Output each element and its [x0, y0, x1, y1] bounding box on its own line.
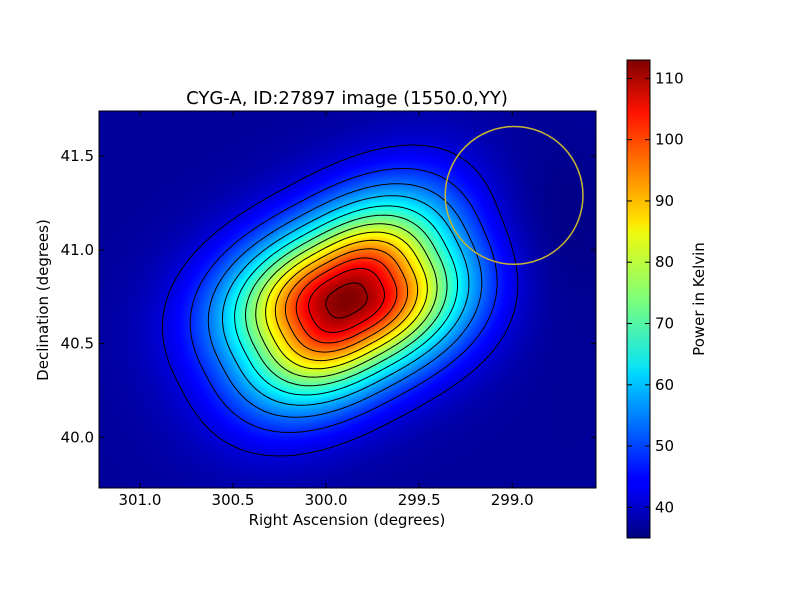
beam-circle: [444, 125, 584, 266]
contour-level-8: [274, 239, 419, 362]
contour-lines: [161, 144, 519, 457]
colorbar-label: Power in Kelvin: [690, 242, 708, 356]
y-tick-label: 41.5: [61, 147, 94, 165]
contour-level-0: [161, 144, 519, 457]
contour-level-7: [265, 231, 428, 370]
beam-circle-layer: [444, 125, 584, 266]
colorbar-gradient: [626, 59, 651, 539]
colorbar: 40 50 60 70 80 90 100 110 Power in Kelvin: [626, 59, 708, 539]
contour-level-11: [308, 267, 385, 333]
y-axis: 40.0 40.5 41.0 41.5: [61, 147, 596, 446]
y-tick-label: 40.0: [61, 428, 94, 446]
x-axis-label: Right Ascension (degrees): [249, 511, 446, 529]
contour-level-9: [284, 248, 409, 353]
y-tick-label: 41.0: [61, 241, 94, 259]
colorbar-tick-label: 90: [655, 192, 674, 210]
colorbar-tick-label: 40: [655, 498, 674, 516]
plot-frame: [98, 110, 597, 489]
x-tick-label: 300.5: [212, 491, 255, 509]
colorbar-tick-label: 100: [655, 131, 684, 149]
contour-level-3: [222, 195, 470, 406]
y-tick-label: 40.5: [61, 335, 94, 353]
contour-level-12: [325, 282, 368, 319]
colorbar-tick-label: 110: [655, 69, 684, 87]
heatmap-image: [99, 111, 596, 488]
colorbar-ticks: 40 50 60 70 80 90 100 110: [627, 69, 684, 516]
x-tick-label: 299.0: [491, 491, 534, 509]
x-tick-label: 301.0: [118, 491, 161, 509]
contour-level-6: [255, 223, 438, 378]
colorbar-tick-label: 80: [655, 253, 674, 271]
contour-level-2: [207, 183, 483, 418]
plot-area: [98, 110, 597, 489]
chart-title: CYG-A, ID:27897 image (1550.0,YY): [186, 88, 508, 109]
contour-level-5: [245, 214, 448, 387]
x-tick-label: 300.0: [305, 491, 348, 509]
contour-level-1: [189, 168, 498, 433]
x-axis: 301.0 300.5 300.0 299.5 299.0: [118, 111, 534, 509]
y-axis-label: Declination (degrees): [34, 219, 52, 381]
contour-level-4: [234, 205, 458, 396]
colorbar-tick-label: 50: [655, 437, 674, 455]
x-tick-label: 299.5: [398, 491, 441, 509]
contour-level-10: [295, 257, 398, 344]
colorbar-tick-label: 60: [655, 376, 674, 394]
colorbar-tick-label: 70: [655, 315, 674, 333]
